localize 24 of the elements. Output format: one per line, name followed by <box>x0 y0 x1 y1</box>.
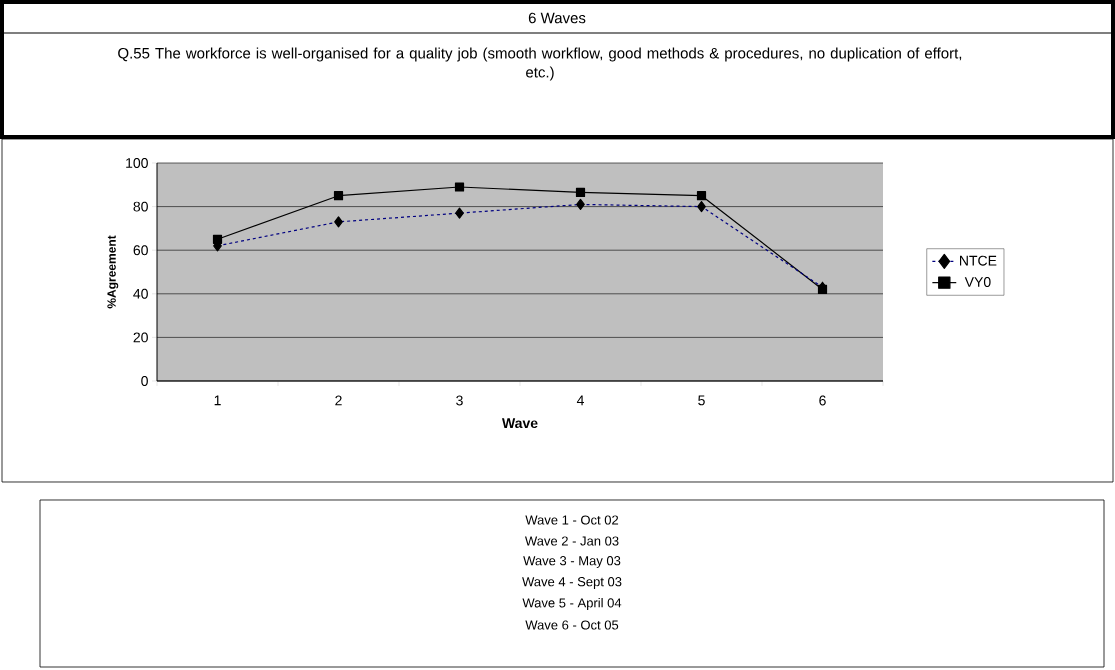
y-tick-label: 40 <box>133 288 148 299</box>
y-tick-label: 20 <box>133 332 148 343</box>
x-tick-label: 5 <box>698 395 705 406</box>
y-tick-label: 80 <box>133 201 148 212</box>
y-axis-title: %Agreement <box>107 235 119 309</box>
text: Wave 4 - Sept 03 <box>522 577 622 589</box>
x-tick-label: 6 <box>819 395 826 406</box>
legend-label: VY0 <box>964 276 991 287</box>
text: Wave 3 - May 03 <box>523 556 621 568</box>
x-tick-label: 3 <box>456 395 463 406</box>
y-tick-label: 100 <box>126 158 148 168</box>
text: Wave 6 - Oct 05 <box>525 620 619 630</box>
x-tick-label: 4 <box>576 395 584 406</box>
x-tick-label: 2 <box>335 395 342 406</box>
text: Wave 1 - Oct 02 <box>525 515 619 525</box>
x-tick-label: 1 <box>214 395 221 406</box>
y-tick-label: 60 <box>133 245 148 256</box>
chart-subtitle: Q.55 The workforce is well-organised for a quality job (smooth workflow, good methods & procedures, no duplication of effort, etc.) <box>118 47 962 81</box>
legend-label: NTCE <box>960 255 997 266</box>
text: Wave 2 - Jan 03 <box>524 536 619 546</box>
text: Wave 5 - April 04 <box>522 597 622 611</box>
chart-title: 6 Waves <box>528 12 586 24</box>
x-axis-title: Wave <box>502 418 538 429</box>
y-tick-label: 0 <box>141 376 148 386</box>
